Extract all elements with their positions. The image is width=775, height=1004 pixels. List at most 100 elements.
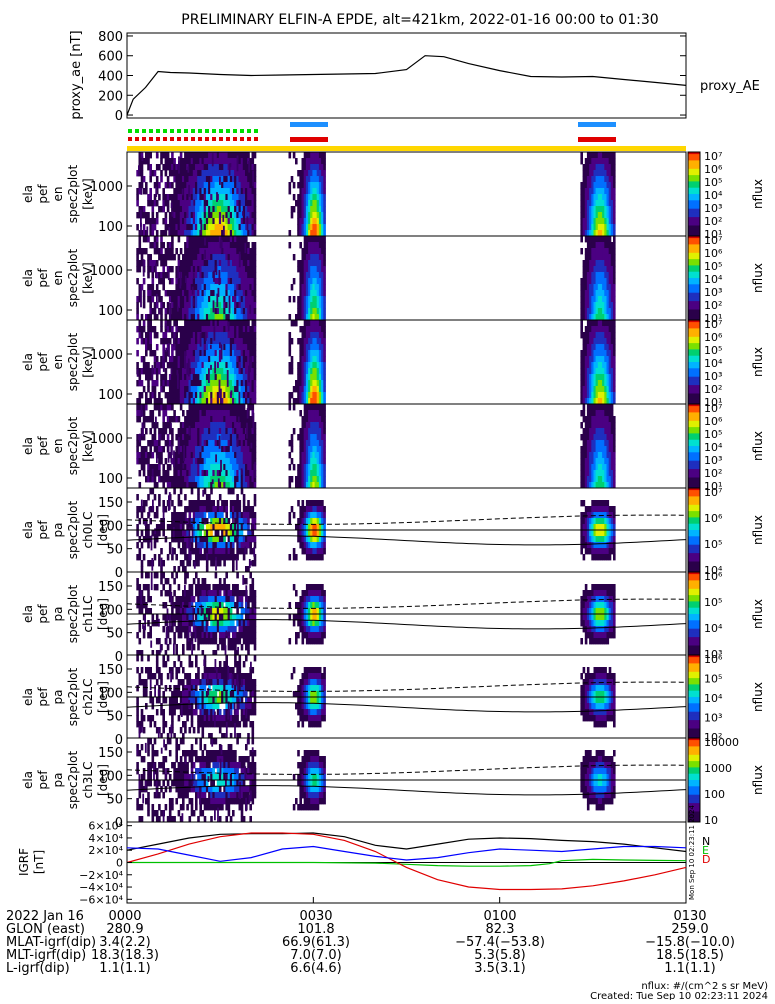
spectrogram-cell: [291, 458, 294, 464]
spectrogram-cell: [165, 428, 168, 434]
noise-cell: [220, 460, 222, 472]
spectrogram-cell: [180, 488, 183, 494]
spectrogram-cell: [158, 440, 161, 446]
spectrogram-cell: [212, 500, 215, 506]
spectrogram-cell: [162, 266, 165, 272]
spectrogram-cell: [173, 566, 176, 572]
spectrogram-cell: [293, 278, 296, 284]
spectrogram-cell: [160, 296, 163, 302]
spectrogram-cell: [580, 158, 583, 164]
noise-cell: [219, 270, 221, 285]
noise-cell: [200, 333, 202, 347]
spectrogram-cell: [149, 188, 152, 194]
status-green-dot: [233, 129, 237, 133]
spectrogram-cell: [197, 488, 200, 494]
spectrogram-cell: [143, 278, 146, 284]
spectrogram-cell: [323, 236, 326, 242]
spectrogram-cell: [175, 554, 178, 560]
spectrogram-cell: [204, 512, 207, 518]
noise-cell: [186, 363, 188, 375]
spectrogram-cell: [293, 428, 296, 434]
spectrogram-cell: [613, 206, 616, 212]
spectrogram-cell: [293, 182, 296, 188]
spectrogram-cell: [162, 344, 165, 350]
spectrogram-cell: [254, 392, 257, 398]
spectrogram-cell: [254, 170, 257, 176]
spectrogram-cell: [609, 236, 612, 242]
spectrogram-cell: [156, 506, 159, 512]
status-red-dot: [177, 137, 181, 141]
spectrogram-cell: [160, 236, 163, 242]
spectrogram-cell: [156, 356, 159, 362]
status-red-dot: [149, 137, 153, 141]
spectrogram-cell: [221, 512, 224, 518]
status-red-dot: [247, 137, 251, 141]
spectrogram-cell: [136, 530, 139, 536]
spectrogram-cell: [152, 416, 155, 422]
spectrogram-cell: [613, 254, 616, 260]
noise-cell: [219, 436, 221, 449]
spectrogram-cell: [219, 494, 222, 500]
spectrogram-cell: [156, 218, 159, 224]
spectrogram-cell: [613, 440, 616, 446]
spectrogram-cell: [141, 560, 144, 566]
spectrogram-cell: [141, 284, 144, 290]
spectrogram-cell: [154, 554, 157, 560]
spectrogram-cell: [158, 194, 161, 200]
spectrogram-cell: [167, 152, 170, 158]
spectrogram-cell: [613, 230, 616, 236]
noise-cell: [142, 156, 144, 161]
spectrogram-cell: [175, 332, 178, 338]
spectrogram-cell: [141, 392, 144, 398]
spectrogram-cell: [613, 434, 616, 440]
spectrogram-cell: [162, 386, 165, 392]
spectrogram-cell: [171, 152, 174, 158]
spectrogram-cell: [154, 476, 157, 482]
spectrogram-cell: [145, 182, 148, 188]
spectrogram-cell: [136, 338, 139, 344]
spectrogram-cell: [178, 236, 181, 242]
noise-cell: [142, 422, 144, 436]
noise-cell: [168, 269, 170, 280]
spectrogram-cell: [156, 176, 159, 182]
spectrogram-cell: [323, 404, 326, 410]
spectrogram-cell: [613, 284, 616, 290]
spectrogram-cell: [254, 368, 257, 374]
spectrogram-cell: [291, 356, 294, 362]
spectrogram-cell: [289, 398, 292, 404]
spectrogram-cell: [247, 242, 250, 248]
spectrogram-cell: [149, 344, 152, 350]
noise-cell: [219, 380, 221, 393]
spectrogram-cell: [147, 386, 150, 392]
spectrogram-cell: [162, 206, 165, 212]
status-red-dot: [205, 137, 209, 141]
spectrogram-cell: [184, 548, 187, 554]
noise-cell: [247, 216, 249, 230]
spectrogram-cell: [289, 332, 292, 338]
spectrogram-cell: [613, 374, 616, 380]
spectrogram-cell: [323, 200, 326, 206]
spectrogram-cell: [613, 338, 616, 344]
spectrogram-cell: [156, 242, 159, 248]
spectrogram-cell: [225, 500, 228, 506]
spectrogram-cell: [613, 212, 616, 218]
spectrogram-cell: [180, 248, 183, 254]
spectrogram-cell: [154, 224, 157, 230]
spectrogram-cell: [323, 422, 326, 428]
spectrogram-panel: [127, 404, 700, 489]
spectrogram-cell: [158, 410, 161, 416]
spectrogram-cell: [299, 410, 302, 416]
noise-cell: [156, 294, 158, 303]
spectrogram-cell: [152, 284, 155, 290]
spectrogram-cell: [160, 158, 163, 164]
spectrogram-cell: [613, 260, 616, 266]
spectrogram-cell: [254, 164, 257, 170]
spectrogram-cell: [141, 182, 144, 188]
spectrogram-cell: [613, 452, 616, 458]
spectrogram-cell: [323, 308, 326, 314]
spectrogram-cell: [191, 488, 194, 494]
spectrogram-cell: [323, 452, 326, 458]
spectrogram-cell: [613, 290, 616, 296]
spectrogram-cell: [613, 446, 616, 452]
spectrogram-cell: [143, 470, 146, 476]
